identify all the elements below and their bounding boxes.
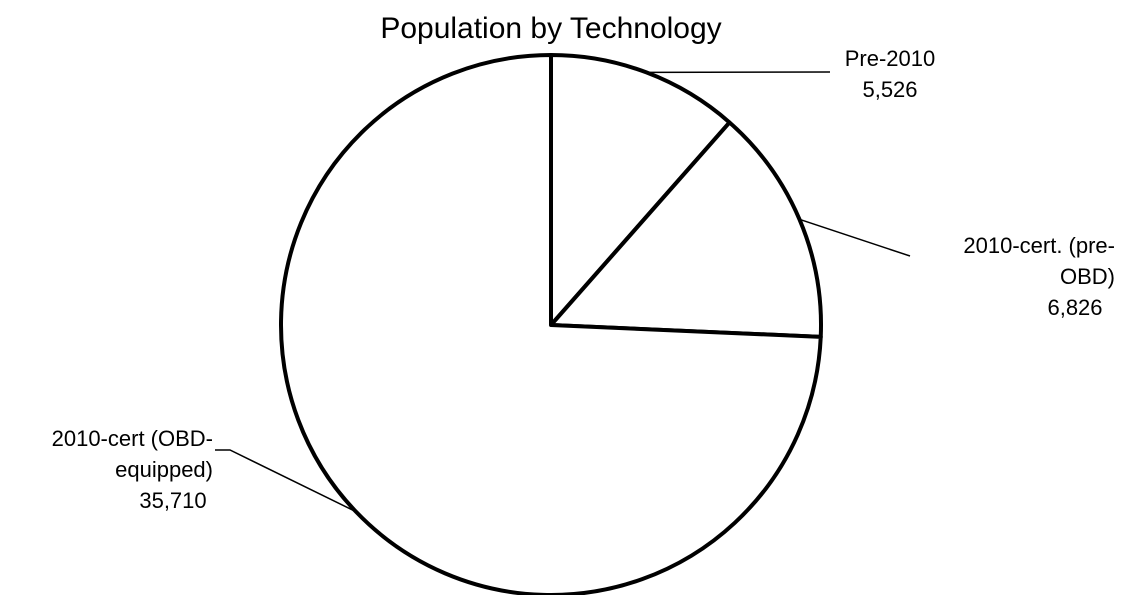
value-label: 6,826: [1047, 295, 1102, 320]
pie-slice: [279, 53, 823, 595]
pie-slice: [549, 53, 732, 327]
slice-label: 2010-cert (OBD-equipped): [52, 426, 213, 482]
slice-label: 2010-cert. (pre-OBD): [963, 233, 1115, 289]
value-label: 35,710: [139, 488, 206, 513]
leader-line: [799, 218, 911, 257]
value-label: 5,526: [862, 77, 917, 102]
chart-title: Population by Technology: [380, 12, 721, 45]
slice-label: Pre-2010: [845, 46, 936, 71]
leader-line: [215, 449, 357, 513]
